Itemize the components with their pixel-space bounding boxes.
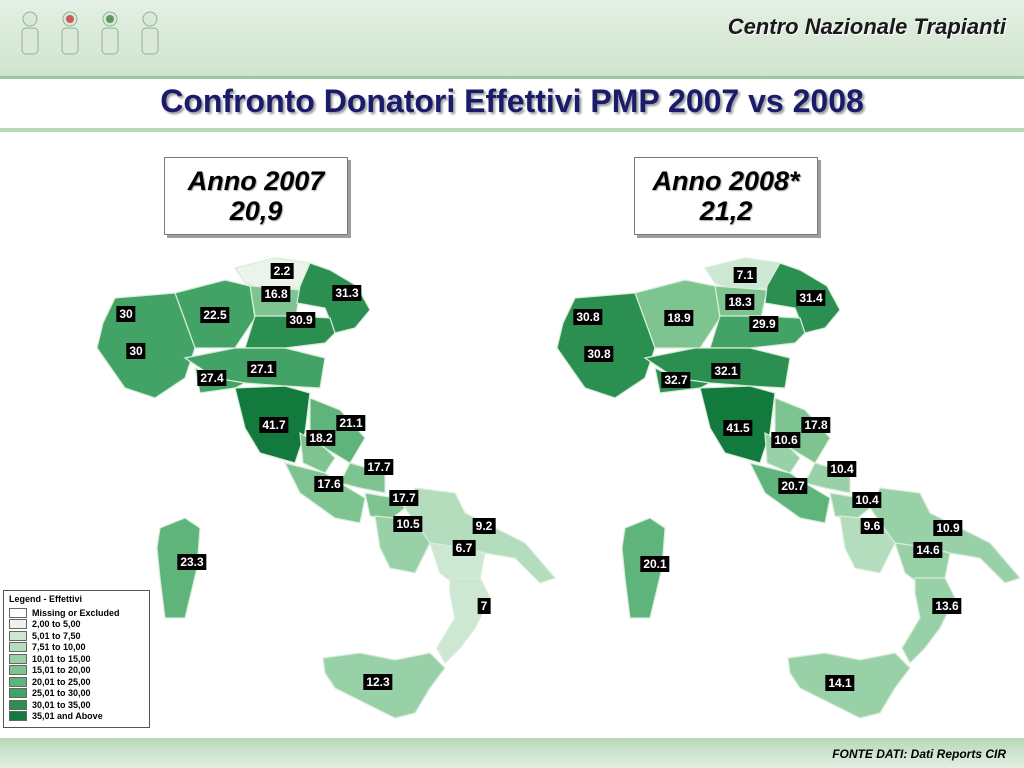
year-label-2007: Anno 2007 [187,166,325,196]
region-value: 17.8 [801,417,831,433]
logo-icon [21,11,159,55]
region-value: 14.6 [913,542,943,558]
legend-item-label: 30,01 to 35,00 [32,699,91,710]
region-value: 23.3 [177,554,207,570]
region-value: 10.5 [393,516,423,532]
legend-item-label: 2,00 to 5,00 [32,619,81,630]
legend-swatch [9,711,27,722]
year-box-2008: Anno 2008* 21,2 [634,157,818,235]
header-bar: Centro Nazionale Trapianti [0,0,1024,79]
legend-item: 5,01 to 7,50 [9,630,144,642]
region-value: 20.7 [778,478,808,494]
region-value: 41.5 [723,420,753,436]
region-value: 30.9 [286,312,316,328]
region-value: 17.7 [364,459,394,475]
region-value: 10.6 [771,432,801,448]
region-value: 10.9 [933,520,963,536]
region-value: 7.1 [733,267,757,283]
legend-swatch [9,699,27,710]
legend-item: Missing or Excluded [9,607,144,619]
region-value: 9.2 [472,518,496,534]
legend-swatch [9,607,27,618]
legend-item: 25,01 to 30,00 [9,688,144,700]
region-value: 31.3 [332,285,362,301]
region-value: 16.8 [261,286,291,302]
map-2007: 2.2 16.8 31.3 30 22.5 30.9 30 27.1 27.4 … [85,248,565,738]
legend-swatch [9,653,27,664]
brand-name: Centro Nazionale Trapianti [727,14,1006,39]
region-value: 2.2 [270,263,294,279]
legend-item: 2,00 to 5,00 [9,619,144,631]
page-title: Confronto Donatori Effettivi PMP 2007 vs… [160,83,864,119]
legend-item-label: 15,01 to 20,00 [32,665,91,676]
legend-swatch [9,642,27,653]
region-value: 30 [116,306,136,322]
year-label-2008: Anno 2008* [652,166,800,196]
legend-item: 20,01 to 25,00 [9,676,144,688]
region-value: 30 [126,343,146,359]
region-value: 27.1 [247,361,277,377]
region-value: 18.3 [725,294,755,310]
legend-title: Legend - Effettivi [9,594,83,604]
legend-swatch [9,676,27,687]
region-value: 10.4 [827,461,857,477]
legend-item-label: 35,01 and Above [32,711,103,722]
data-source: FONTE DATI: Dati Reports CIR [832,747,1006,761]
region-value: 13.6 [932,598,962,614]
region-value: 18.9 [664,310,694,326]
legend-item-label: 20,01 to 25,00 [32,676,91,687]
legend-swatch [9,688,27,699]
region-value: 30.8 [584,346,614,362]
region-value: 29.9 [749,316,779,332]
region-value: 14.1 [825,675,855,691]
year-value-2008: 21,2 [699,196,753,226]
region-value: 22.5 [200,307,230,323]
legend-item-label: 5,01 to 7,50 [32,630,81,641]
region-value: 20.1 [640,556,670,572]
legend-item: 15,01 to 20,00 [9,665,144,677]
map-legend: Legend - Effettivi Missing or Excluded 2… [3,590,150,728]
legend-item: 35,01 and Above [9,711,144,723]
legend-item: 30,01 to 35,00 [9,699,144,711]
legend-item: 10,01 to 15,00 [9,653,144,665]
map-2008: 7.1 18.3 31.4 30.8 18.9 29.9 30.8 32.1 3… [545,248,1024,738]
legend-item-label: 10,01 to 15,00 [32,653,91,664]
region-value: 32.7 [661,372,691,388]
region-value: 17.6 [314,476,344,492]
region-value: 32.1 [711,363,741,379]
map-2007-shape [96,257,557,719]
legend-item: 7,51 to 10,00 [9,642,144,654]
region-value: 41.7 [259,417,289,433]
legend-swatch [9,665,27,676]
region-value: 7 [477,598,491,614]
region-value: 18.2 [306,430,336,446]
region-value: 31.4 [796,290,826,306]
legend-item-label: Missing or Excluded [32,607,120,618]
region-value: 12.3 [363,674,393,690]
legend-swatch [9,619,27,630]
region-value: 10.4 [852,492,882,508]
title-divider [0,128,1024,132]
legend-item-label: 7,51 to 10,00 [32,642,86,653]
region-value: 6.7 [452,540,476,556]
legend-swatch [9,630,27,641]
footer-bar [0,738,1024,768]
region-value: 9.6 [860,518,884,534]
legend-item-label: 25,01 to 30,00 [32,688,91,699]
region-value: 27.4 [197,370,227,386]
year-value-2007: 20,9 [229,196,283,226]
region-value: 21.1 [336,415,366,431]
region-value: 30.8 [573,309,603,325]
region-value: 17.7 [389,490,419,506]
year-box-2007: Anno 2007 20,9 [164,157,348,235]
